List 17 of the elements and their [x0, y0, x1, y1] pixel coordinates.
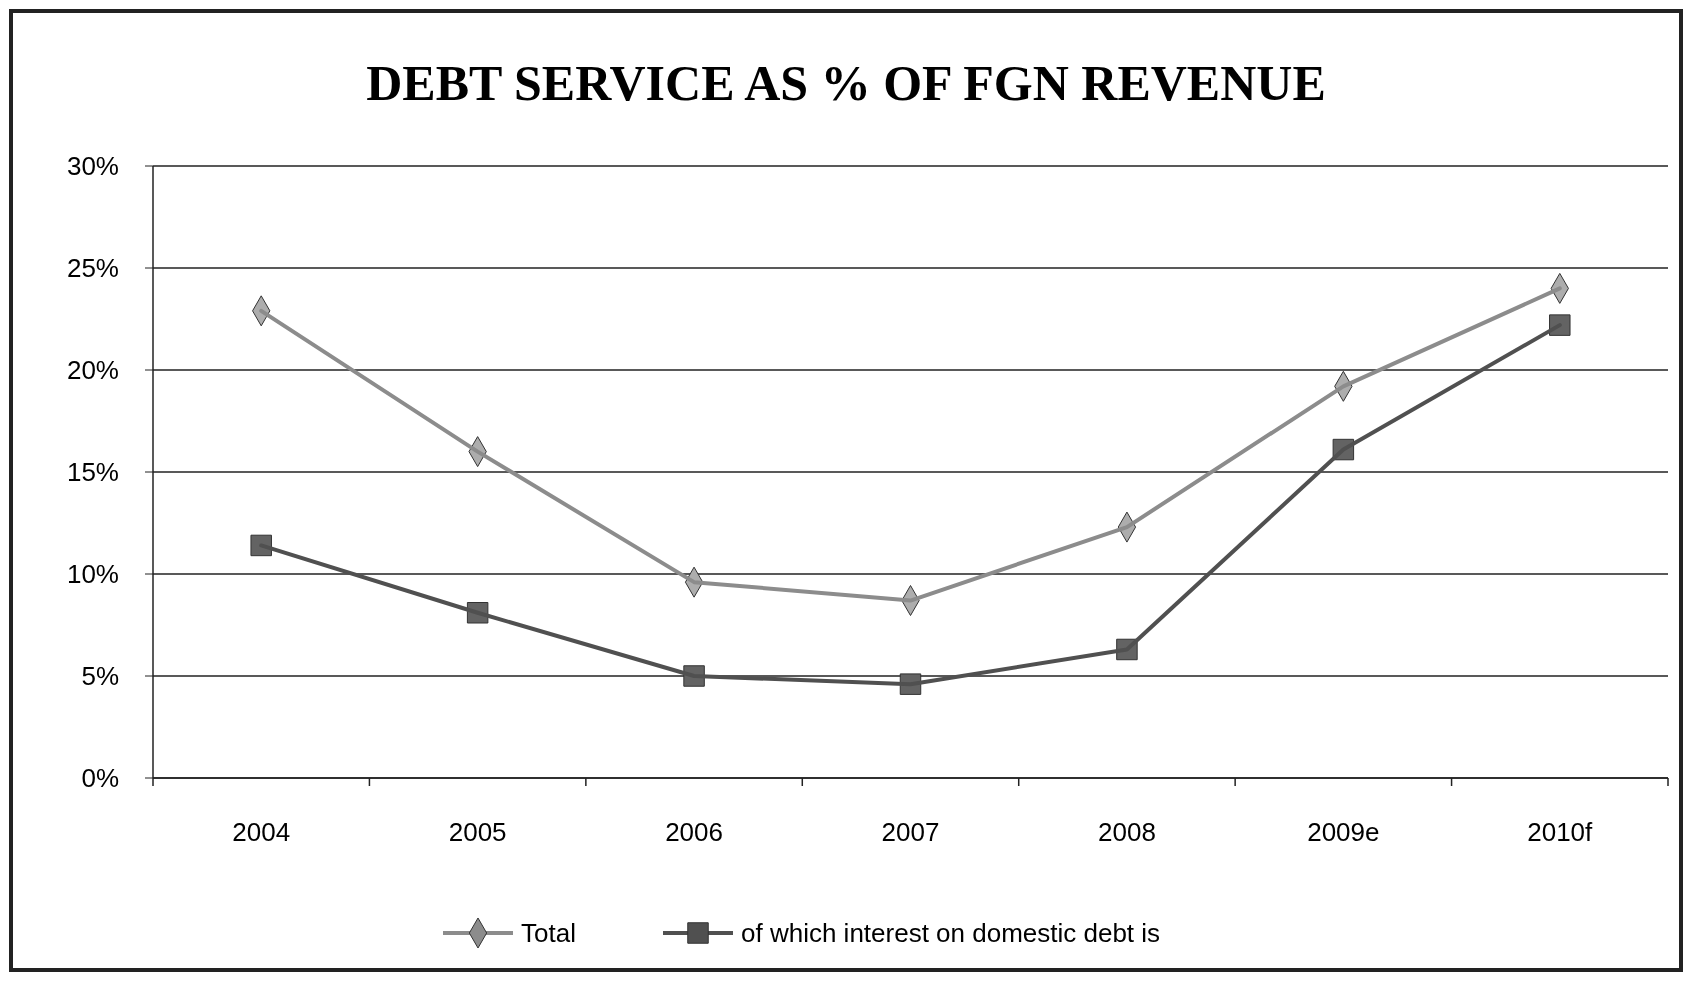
- legend-label: Total: [521, 918, 576, 949]
- x-tick-label: 2010f: [1527, 817, 1594, 847]
- y-tick-label: 30%: [66, 151, 119, 182]
- legend-label: of which interest on domestic debt is: [741, 918, 1161, 949]
- x-tick-label: 2004: [232, 817, 291, 847]
- x-tick-label: 2006: [665, 817, 723, 847]
- x-tick-label: 2009e: [1307, 817, 1380, 847]
- y-tick-label: 10%: [66, 559, 119, 590]
- chart-title: DEBT SERVICE AS % OF FGN REVENUE: [366, 55, 1326, 111]
- x-tick-label: 2007: [881, 817, 940, 847]
- y-tick-label: 20%: [66, 355, 119, 386]
- y-tick-label: 15%: [66, 457, 119, 488]
- x-tick-label: 2008: [1098, 817, 1156, 847]
- y-tick-label: 25%: [66, 253, 119, 284]
- y-tick-label: 0%: [81, 763, 119, 794]
- x-tick-label: 2005: [448, 817, 507, 847]
- y-tick-label: 5%: [81, 661, 119, 692]
